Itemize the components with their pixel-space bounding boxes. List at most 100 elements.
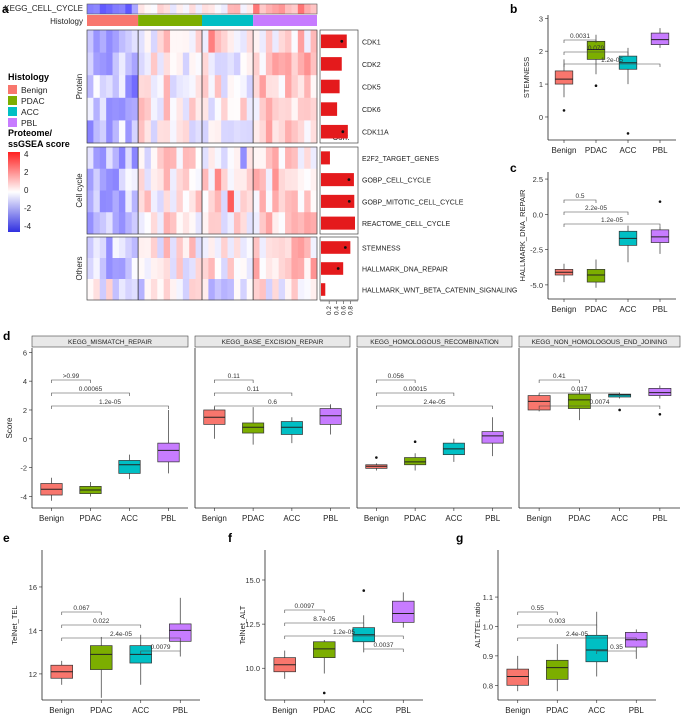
kegg-cell-cycle-cell (240, 4, 248, 14)
heatmap-cell (240, 30, 248, 53)
heatmap-cell (189, 30, 196, 53)
heatmap-cell (227, 97, 235, 121)
y-axis-label: TelNet_TEL (10, 605, 19, 644)
heatmap-cell (189, 279, 196, 301)
comparison-bracket (563, 211, 629, 215)
x-tick-label: PDAC (404, 514, 426, 523)
heatmap-cell (106, 30, 113, 53)
heatmap-cell (297, 75, 305, 99)
heatmap-cell (208, 168, 216, 191)
heatmap-cell (227, 147, 235, 170)
heatmap-cell (278, 237, 286, 259)
y-tick-label: 0 (539, 113, 543, 122)
heatmap-cell (87, 212, 94, 235)
heatmap-cell (285, 52, 292, 76)
corr-bar (321, 173, 354, 187)
heatmap-cell (106, 258, 113, 280)
heatmap-cell (253, 120, 260, 144)
heatmap-cell (182, 190, 190, 213)
comparison-bracket (61, 611, 102, 615)
heatmap-cell (265, 75, 273, 99)
heatmap-cell (233, 147, 241, 170)
corr-sig-dot (347, 199, 351, 203)
facet-strip (194, 335, 351, 348)
legend-score-title: Proteome/ (8, 128, 53, 138)
y-tick-label: 16 (29, 583, 37, 592)
heatmap-cell (163, 147, 171, 170)
x-tick-label: ACC (445, 514, 462, 523)
heatmap-cell (125, 212, 133, 235)
corr-tick-label: 0.4 (333, 306, 340, 315)
heatmap-cell (118, 30, 126, 53)
heatmap-cell (278, 120, 286, 144)
comparison-pvalue: 0.056 (388, 373, 405, 380)
heatmap-cell (278, 212, 286, 235)
heatmap-cell (176, 147, 184, 170)
comparison-bracket (51, 392, 130, 396)
heatmap-cell (112, 258, 120, 280)
row-label: REACTOME_CELL_CYCLE (362, 221, 451, 228)
heatmap-cell (246, 237, 254, 259)
facet-title: KEGG_MISMATCH_REPAIR (68, 339, 152, 346)
heatmap-cell (214, 190, 222, 213)
heatmap-cell (214, 52, 222, 76)
heatmap-cell (112, 168, 120, 191)
block-label: Cell cycle (75, 173, 84, 208)
panel-label-e: e (3, 531, 10, 545)
kegg-cell-cycle-cell (297, 4, 305, 14)
heatmap-cell (176, 52, 184, 76)
heatmap-cell (221, 212, 228, 235)
heatmap-cell (227, 258, 235, 280)
heatmap-cell (227, 212, 235, 235)
heatmap-cell (182, 120, 190, 144)
kegg-cell-cycle-cell (112, 4, 120, 14)
heatmap-cell (285, 212, 292, 235)
heatmap-cell (202, 97, 209, 121)
heatmap-cell (285, 97, 292, 121)
kegg-cell-cycle-cell (93, 4, 101, 14)
heatmap-cell (227, 190, 235, 213)
y-axis-label: TelNet_ALT (238, 605, 247, 644)
legend-key-benign (8, 85, 17, 94)
histology-annotation-pbl (253, 15, 317, 26)
x-tick-label: Benign (202, 514, 227, 523)
heatmap-cell (118, 168, 126, 191)
y-tick-label: -5.0 (530, 281, 543, 290)
kegg-cell-cycle-cell (285, 4, 292, 14)
heatmap-cell (272, 97, 279, 121)
heatmap-cell (157, 212, 164, 235)
box-pdac (586, 269, 606, 283)
heatmap-cell (227, 279, 235, 301)
heatmap-cell (118, 212, 126, 235)
x-tick-label: PDAC (585, 146, 607, 155)
heatmap-cell (176, 190, 184, 213)
heatmap-cell (170, 52, 177, 76)
heatmap-cell (259, 258, 267, 280)
heatmap-cell (157, 168, 164, 191)
heatmap-cell (182, 97, 190, 121)
comparison-pvalue: 0.11 (228, 373, 241, 380)
heatmap-cell (150, 120, 158, 144)
heatmap-cell (265, 212, 273, 235)
corr-bar (321, 194, 355, 208)
heatmap-cell (176, 75, 184, 99)
legend-label-pdac: PDAC (21, 96, 45, 106)
heatmap-cell (202, 75, 209, 99)
y-tick-label: 0.8 (483, 681, 493, 690)
corr-block-frame (319, 236, 359, 301)
kegg-cell-cycle-cell (202, 4, 209, 14)
heatmap-cell (150, 279, 158, 301)
box-pbl (319, 408, 342, 425)
heatmap-cell (93, 52, 101, 76)
heatmap-cell (285, 75, 292, 99)
heatmap-cell (93, 75, 101, 99)
heatmap-cell (240, 279, 248, 301)
box-benign (506, 668, 529, 686)
corr-tick-label: 0.2 (326, 306, 333, 315)
score-tick-label: 2 (24, 168, 29, 177)
heatmap-cell (227, 120, 235, 144)
heatmap-cell (144, 52, 152, 76)
heatmap-cell (265, 147, 273, 170)
x-tick-label: PDAC (585, 305, 607, 314)
comparison-pvalue: 0.35 (610, 644, 623, 651)
